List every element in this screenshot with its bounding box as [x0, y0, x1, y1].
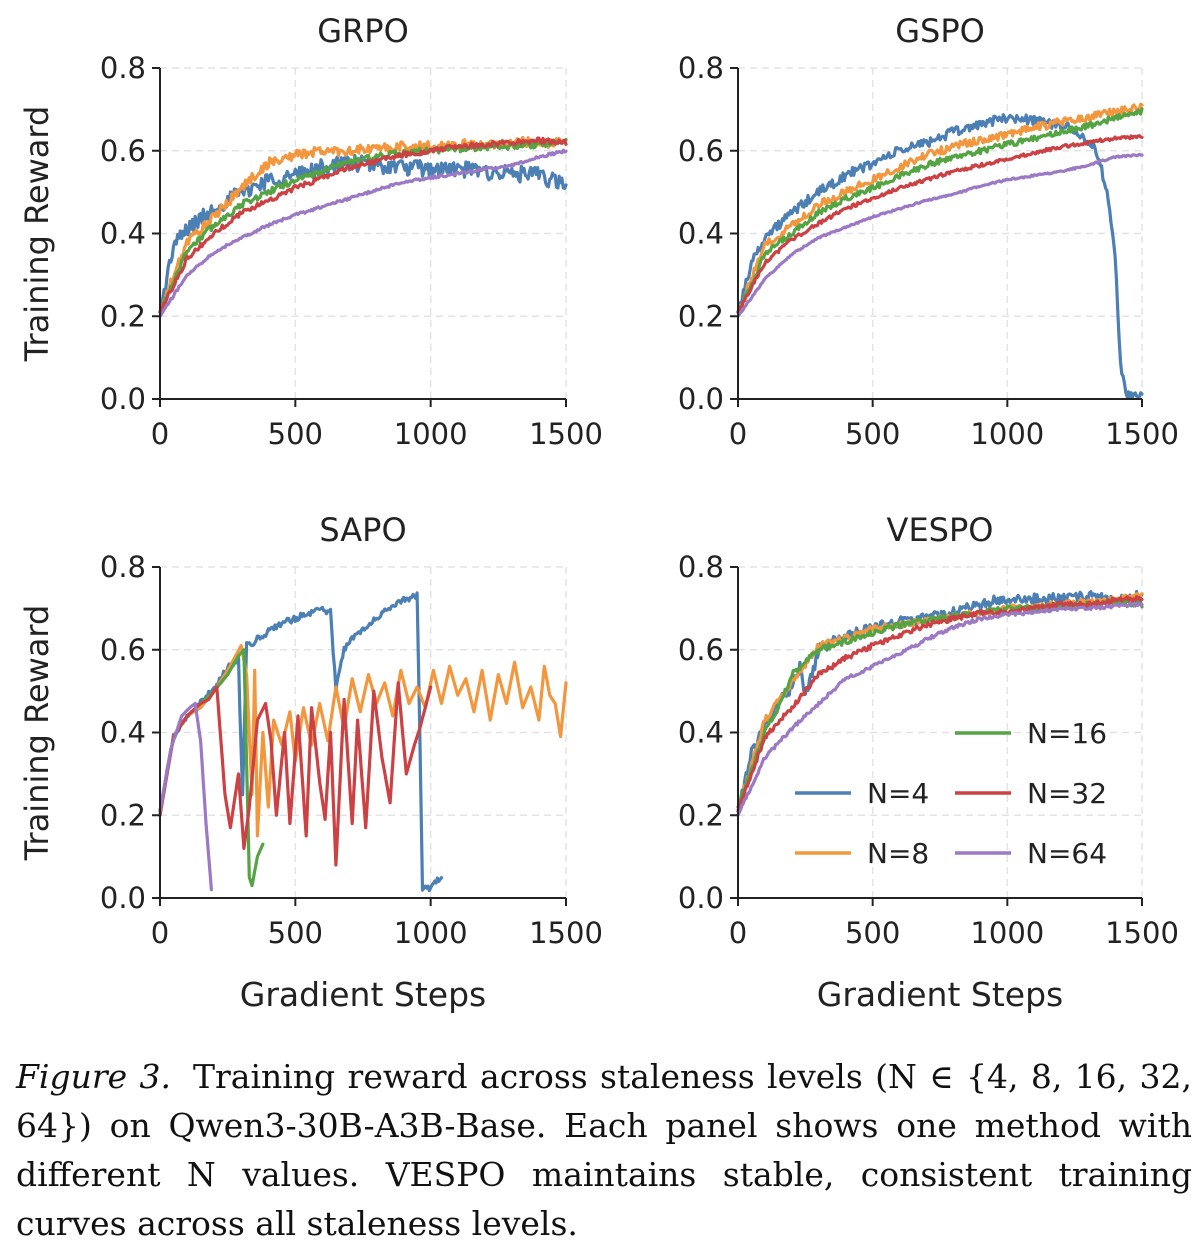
panel-title: GSPO [895, 12, 985, 50]
panel-gspo: 0.0 0.2 0.4 0.6 0.8 0 500 1000 1500 GSPO [678, 12, 1179, 451]
y-tick-label: 0.4 [100, 716, 146, 750]
legend-label: N=16 [1027, 717, 1107, 750]
x-tick-label: 500 [268, 916, 323, 950]
x-tick-label: 0 [729, 417, 747, 451]
series-line-n8 [158, 644, 568, 838]
y-tick-label: 0.2 [100, 299, 146, 333]
x-tick-label: 500 [268, 417, 323, 451]
legend-label: N=4 [867, 777, 929, 810]
y-tick-label: 0.2 [678, 299, 724, 333]
x-tick-label: 1500 [1105, 916, 1179, 950]
panel-vespo: 0.0 0.2 0.4 0.6 0.8 0 500 1000 1500 VESPO Gradient… [678, 511, 1179, 1014]
series-line-n64 [158, 701, 213, 892]
series-line-n16 [158, 137, 568, 314]
y-tick-label: 0.4 [678, 217, 724, 251]
legend: N=16 N=4 N=32 N=8 N=64 [795, 717, 1107, 870]
x-axis-label: Gradient Steps [240, 975, 486, 1014]
panel-title: SAPO [319, 511, 406, 549]
series-line-n8 [736, 102, 1144, 314]
x-axis-label: Gradient Steps [817, 975, 1063, 1014]
legend-label: N=64 [1027, 837, 1107, 870]
caption-label: Figure 3. [16, 1057, 171, 1096]
x-tick-label: 0 [151, 916, 169, 950]
y-tick-label: 0.8 [100, 550, 146, 584]
figure-panels: 0.0 0.2 0.4 0.6 0.8 0 500 1000 1500 GRPO Training … [18, 12, 1179, 1014]
series-line-n32 [736, 134, 1144, 314]
x-tick-label: 0 [729, 916, 747, 950]
y-tick-label: 0.2 [100, 798, 146, 832]
y-tick-label: 0.8 [100, 51, 146, 85]
series-line-n4 [736, 113, 1144, 399]
y-tick-label: 0.0 [678, 382, 724, 416]
panel-sapo: 0.0 0.2 0.4 0.6 0.8 0 500 1000 1500 SAPO Training … [18, 511, 603, 1014]
y-tick-label: 0.0 [678, 881, 724, 915]
legend-item-n16: N=16 [955, 717, 1107, 750]
series-line-n64 [736, 152, 1144, 318]
x-tick-label: 1000 [970, 916, 1044, 950]
y-tick-label: 0.6 [678, 633, 724, 667]
x-tick-label: 1000 [394, 417, 468, 451]
y-tick-label: 0.8 [678, 550, 724, 584]
panel-title: GRPO [317, 12, 409, 50]
y-axis-label: Training Reward [18, 605, 56, 862]
y-tick-label: 0.8 [678, 51, 724, 85]
y-tick-label: 0.0 [100, 881, 146, 915]
y-tick-label: 0.4 [100, 217, 146, 251]
panel-title: VESPO [887, 511, 994, 549]
y-tick-label: 0.4 [678, 716, 724, 750]
x-tick-label: 500 [845, 417, 900, 451]
legend-item-n4: N=4 [795, 777, 929, 810]
y-axis-label: Training Reward [18, 106, 56, 363]
y-tick-label: 0.6 [678, 134, 724, 168]
legend-item-n32: N=32 [955, 777, 1107, 810]
x-tick-label: 500 [845, 916, 900, 950]
legend-item-n8: N=8 [795, 837, 929, 870]
series-line-n16 [736, 107, 1144, 314]
y-tick-label: 0.6 [100, 134, 146, 168]
series-line-n64 [158, 148, 568, 318]
series-line-n32 [736, 595, 1144, 813]
legend-label: N=32 [1027, 777, 1107, 810]
series-line-n64 [736, 601, 1144, 817]
y-tick-label: 0.0 [100, 382, 146, 416]
x-tick-label: 1000 [394, 916, 468, 950]
legend-label: N=8 [867, 837, 929, 870]
series-line-n32 [158, 681, 433, 867]
x-tick-label: 1500 [529, 417, 603, 451]
x-tick-label: 1000 [970, 417, 1044, 451]
y-tick-label: 0.2 [678, 798, 724, 832]
x-tick-label: 1500 [529, 916, 603, 950]
y-tick-label: 0.6 [100, 633, 146, 667]
panel-grpo: 0.0 0.2 0.4 0.6 0.8 0 500 1000 1500 GRPO Training … [18, 12, 603, 451]
legend-item-n64: N=64 [955, 837, 1107, 870]
x-tick-label: 0 [151, 417, 169, 451]
x-tick-label: 1500 [1105, 417, 1179, 451]
figure-caption: Figure 3. Training reward across stalenes… [16, 1052, 1192, 1248]
series-line-n32 [158, 136, 568, 314]
caption-text: Training reward across staleness levels … [16, 1057, 1192, 1243]
